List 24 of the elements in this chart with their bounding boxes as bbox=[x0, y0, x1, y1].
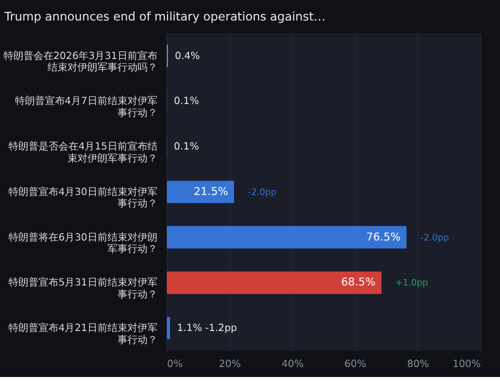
y-tick-label: 特朗普将在6月30日前结束对伊朗军事行动？ bbox=[8, 231, 158, 256]
y-tick-label: 特朗普宣布4月21日前结束对伊军事行动？ bbox=[8, 322, 158, 346]
data-label: 0.4% bbox=[174, 50, 200, 62]
x-tick-label: 100% bbox=[452, 359, 481, 370]
y-tick-label: 特朗普宣布5月31日前结束对伊军事行动？ bbox=[8, 276, 158, 300]
y-tick-label: 特朗普会在2026年3月31日前宣布结束对伊朗军事行动吗？ bbox=[3, 50, 158, 74]
data-label: 1.1% -1.2pp bbox=[177, 323, 237, 334]
y-tick-label: 特朗普宣布4月30日前结束对伊军事行动？ bbox=[8, 186, 158, 210]
data-label: 68.5% bbox=[341, 276, 376, 289]
x-tick-label: 60% bbox=[344, 359, 366, 370]
y-tick-label: 特朗普宣布4月7日前结束对伊军事行动？ bbox=[14, 95, 158, 120]
chart-title: Trump announces end of military operations against… bbox=[3, 9, 326, 24]
x-tick-label: 20% bbox=[218, 359, 241, 370]
data-label: 21.5% bbox=[194, 184, 228, 198]
x-tick-label: 0% bbox=[167, 359, 183, 370]
annotation: -2.0pp bbox=[248, 188, 277, 198]
data-label: 0.1% bbox=[174, 142, 199, 153]
data-label: 76.5% bbox=[366, 230, 401, 244]
y-tick-label: 特朗普是否会在4月15日前宣布结束对伊朗军事行动？ bbox=[8, 140, 158, 164]
x-tick-label: 40% bbox=[282, 359, 304, 370]
annotation: +1.0pp bbox=[395, 278, 428, 289]
data-label: 0.1% bbox=[174, 96, 199, 108]
x-tick-label: 80% bbox=[407, 359, 430, 370]
annotation: -2.0pp bbox=[420, 233, 450, 244]
